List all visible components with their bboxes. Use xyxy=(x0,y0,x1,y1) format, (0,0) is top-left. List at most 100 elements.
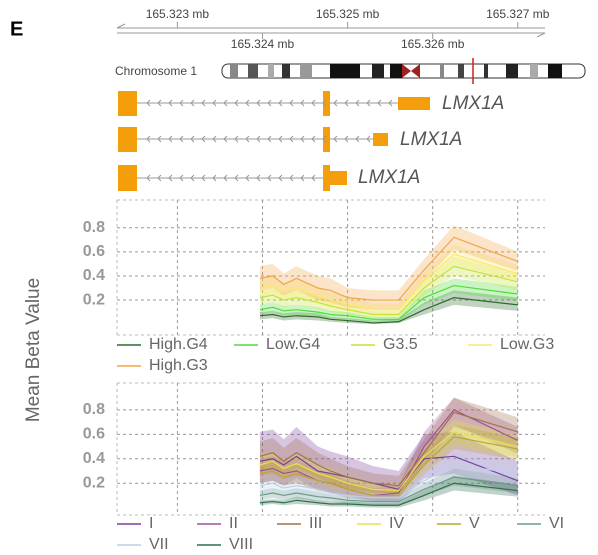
y-tick-label: 0.8 xyxy=(83,401,105,418)
x-tick-label: 165.324 mb xyxy=(231,37,295,51)
strand-arrow xyxy=(267,174,272,182)
legend-label: VII xyxy=(149,536,169,553)
series-line xyxy=(259,455,518,491)
band xyxy=(259,278,518,322)
x-tick-label: 165.325 mb xyxy=(316,7,380,21)
band xyxy=(268,64,274,78)
strand-arrow xyxy=(212,135,217,143)
strand-arrow xyxy=(322,135,327,143)
strand-arrow xyxy=(190,135,195,143)
strand-arrow xyxy=(212,99,217,107)
y-tick-label: 0.8 xyxy=(83,219,105,236)
strand-arrow xyxy=(300,174,305,182)
strand-arrow xyxy=(168,174,173,182)
band xyxy=(300,64,312,78)
exon xyxy=(323,165,330,191)
strand-arrow xyxy=(333,99,338,107)
gene-label: LMX1A xyxy=(358,167,420,188)
strand-arrow xyxy=(278,135,283,143)
band xyxy=(259,256,518,319)
strand-arrow xyxy=(355,99,360,107)
strand-arrow xyxy=(190,99,195,107)
band xyxy=(259,397,518,496)
strand-arrow xyxy=(366,135,371,143)
y-tick-label: 0.4 xyxy=(83,267,105,284)
legend-label: III xyxy=(309,515,322,532)
band xyxy=(259,424,518,501)
strand-arrow xyxy=(311,135,316,143)
band xyxy=(330,64,360,78)
series-line xyxy=(259,411,518,487)
y-tick-label: 0.2 xyxy=(83,291,105,308)
band xyxy=(259,290,518,325)
strand-arrow xyxy=(179,99,184,107)
strand-arrow xyxy=(223,174,228,182)
ideogram xyxy=(221,58,586,84)
gene-models xyxy=(118,91,430,191)
band xyxy=(259,225,518,310)
series-line xyxy=(259,253,518,311)
legend-label: Low.G4 xyxy=(266,336,320,353)
band xyxy=(372,64,384,78)
strand-arrow xyxy=(212,174,217,182)
strand-arrow xyxy=(344,135,349,143)
legend-label: V xyxy=(469,515,480,532)
panel-label: E xyxy=(10,18,23,40)
strand-arrow xyxy=(201,135,206,143)
strand-arrow xyxy=(355,135,360,143)
strand-arrow xyxy=(289,174,294,182)
exon xyxy=(323,91,330,116)
strand-arrow xyxy=(267,135,272,143)
strand-arrow xyxy=(245,135,250,143)
legend-label: High.G4 xyxy=(149,336,208,353)
band xyxy=(440,64,444,78)
strand-arrow xyxy=(366,99,371,107)
band xyxy=(248,64,258,78)
band xyxy=(230,64,238,78)
series-line xyxy=(259,297,518,324)
series-line xyxy=(259,482,518,506)
series-line xyxy=(259,265,518,316)
exon xyxy=(373,133,388,146)
strand-arrow xyxy=(179,174,184,182)
y-tick-label: 0.2 xyxy=(83,474,105,491)
strand-arrow xyxy=(179,135,184,143)
legend-label: High.G3 xyxy=(149,357,208,374)
gene-label: LMX1A xyxy=(400,129,462,150)
strand-arrow xyxy=(245,174,250,182)
exon xyxy=(330,171,347,185)
strand-arrow xyxy=(146,99,151,107)
strand-arrow xyxy=(289,135,294,143)
x-tick-label: 165.327 mb xyxy=(486,7,550,21)
strand-arrow xyxy=(278,99,283,107)
strand-arrow xyxy=(157,99,162,107)
series-line xyxy=(259,436,518,497)
exon xyxy=(118,165,137,191)
legend-label: II xyxy=(229,515,238,532)
y-tick-label: 0.6 xyxy=(83,243,105,260)
gene-label: LMX1A xyxy=(442,93,504,114)
strand-arrow xyxy=(278,174,283,182)
strand-arrow xyxy=(201,174,206,182)
band xyxy=(282,64,290,78)
legend-label: VI xyxy=(549,515,564,532)
strand-arrow xyxy=(333,135,338,143)
exon xyxy=(118,91,137,116)
y-tick-label: 0.4 xyxy=(83,450,105,467)
x-tick-label: 165.323 mb xyxy=(146,7,210,21)
exon xyxy=(118,127,137,152)
band xyxy=(506,64,518,78)
band xyxy=(458,64,464,78)
strand-arrow xyxy=(234,135,239,143)
strand-arrow xyxy=(157,174,162,182)
exon xyxy=(323,127,330,152)
strand-arrow xyxy=(289,99,294,107)
band xyxy=(259,419,518,497)
strand-arrow xyxy=(146,174,151,182)
series-line xyxy=(259,476,518,503)
strand-arrow xyxy=(311,174,316,182)
band xyxy=(484,64,488,78)
band xyxy=(259,427,518,503)
exon xyxy=(398,97,430,110)
